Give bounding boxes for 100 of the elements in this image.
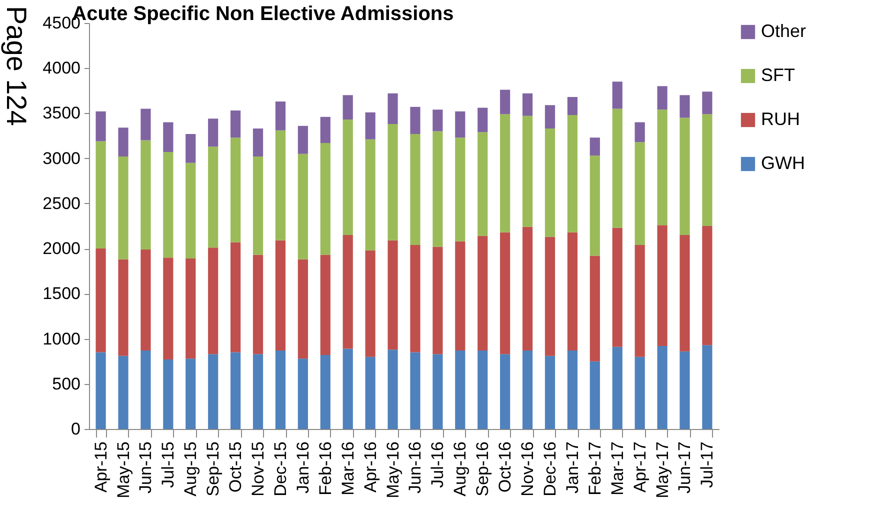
bar bbox=[342, 235, 353, 349]
bar bbox=[186, 358, 196, 429]
bar bbox=[298, 126, 308, 154]
x-tick-label: Jul-15 bbox=[158, 442, 178, 488]
bar bbox=[252, 254, 264, 354]
bar bbox=[230, 138, 241, 242]
bar bbox=[455, 138, 466, 242]
bar bbox=[432, 131, 443, 247]
legend-label: GWH bbox=[761, 153, 805, 173]
legend-label: RUH bbox=[761, 109, 800, 129]
bar bbox=[96, 352, 106, 429]
y-tick-label: 3000 bbox=[42, 148, 80, 168]
bar bbox=[140, 350, 151, 429]
bar bbox=[612, 346, 622, 429]
bar bbox=[455, 241, 466, 351]
y-tick-label: 3500 bbox=[42, 104, 80, 123]
bar bbox=[702, 92, 712, 114]
bar bbox=[612, 82, 622, 109]
x-tick-label: Jun-15 bbox=[136, 442, 156, 494]
bar bbox=[365, 356, 376, 429]
bar bbox=[186, 134, 196, 163]
bar bbox=[388, 240, 398, 350]
bar bbox=[118, 128, 128, 157]
x-tick-label: Jul-17 bbox=[698, 442, 717, 488]
x-tick-label: May-16 bbox=[383, 442, 402, 498]
x-tick-label: Jul-16 bbox=[428, 442, 448, 488]
bar bbox=[320, 142, 330, 255]
x-tick-label: Oct-16 bbox=[496, 442, 515, 493]
x-tick-label: Jan-17 bbox=[562, 442, 582, 494]
x-tick-label: Jan-16 bbox=[293, 442, 312, 494]
bar bbox=[275, 240, 286, 351]
bar bbox=[410, 244, 420, 352]
bar bbox=[118, 156, 128, 260]
bar bbox=[544, 236, 556, 356]
bar bbox=[567, 96, 578, 116]
bar bbox=[275, 101, 286, 130]
bar bbox=[252, 156, 264, 255]
bar bbox=[500, 232, 510, 354]
bar bbox=[590, 361, 600, 429]
bar bbox=[140, 108, 151, 140]
x-tick-label: Dec-15 bbox=[270, 442, 290, 496]
bar bbox=[478, 236, 488, 351]
bar bbox=[500, 114, 510, 232]
bar bbox=[163, 360, 174, 429]
bar bbox=[478, 108, 488, 132]
bar bbox=[432, 354, 443, 429]
bar bbox=[478, 132, 488, 236]
bar bbox=[590, 256, 600, 362]
bar bbox=[275, 350, 286, 429]
y-tick-label: 1000 bbox=[42, 329, 80, 348]
bar bbox=[186, 258, 196, 359]
bar bbox=[500, 354, 510, 429]
bar bbox=[163, 122, 174, 152]
bar bbox=[590, 138, 600, 156]
bar bbox=[365, 112, 376, 140]
bar bbox=[522, 93, 533, 116]
bar bbox=[500, 90, 510, 114]
bar bbox=[680, 95, 690, 118]
bar bbox=[522, 226, 533, 351]
bar bbox=[96, 248, 106, 352]
bar bbox=[388, 124, 398, 240]
bar bbox=[567, 350, 578, 429]
bar bbox=[702, 114, 712, 226]
bar bbox=[208, 248, 218, 354]
bar bbox=[634, 122, 645, 142]
bar bbox=[544, 356, 556, 429]
bar bbox=[365, 250, 376, 357]
bar bbox=[388, 93, 398, 124]
bar bbox=[140, 140, 151, 250]
legend-label: Other bbox=[761, 21, 806, 41]
bar bbox=[455, 111, 466, 138]
bar bbox=[702, 226, 712, 346]
bar bbox=[163, 258, 174, 360]
bar bbox=[634, 142, 645, 245]
bar bbox=[680, 235, 690, 352]
bar bbox=[186, 162, 196, 258]
bar bbox=[342, 348, 353, 429]
bar bbox=[320, 116, 330, 143]
bar bbox=[208, 146, 218, 248]
y-tick-label: 2000 bbox=[42, 239, 80, 258]
y-tick-label: 0 bbox=[71, 420, 80, 438]
bar bbox=[298, 358, 308, 429]
bar bbox=[657, 346, 668, 429]
bar bbox=[410, 134, 420, 245]
bar bbox=[342, 95, 353, 120]
x-tick-label: Mar-17 bbox=[608, 442, 627, 496]
y-tick-label: 2500 bbox=[42, 194, 80, 213]
x-tick-label: Nov-15 bbox=[248, 442, 268, 496]
bar bbox=[320, 254, 330, 356]
x-tick-label: Apr-16 bbox=[360, 442, 380, 493]
bar bbox=[140, 249, 151, 351]
bar bbox=[410, 352, 420, 429]
bar bbox=[544, 105, 556, 129]
bar bbox=[567, 115, 578, 232]
x-tick-label: Feb-16 bbox=[316, 442, 335, 496]
x-tick-label: Aug-16 bbox=[450, 442, 470, 496]
bar bbox=[634, 244, 645, 357]
bar bbox=[657, 225, 668, 346]
bar bbox=[118, 356, 128, 429]
bar bbox=[118, 259, 128, 356]
